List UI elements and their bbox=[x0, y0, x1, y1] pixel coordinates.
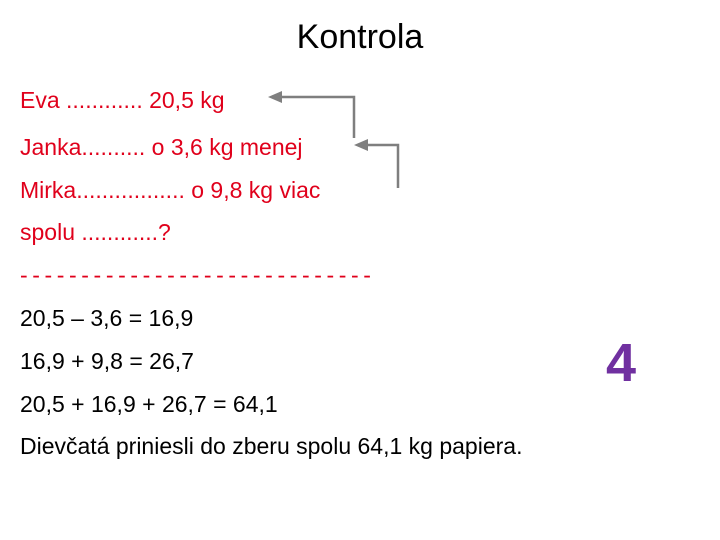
problem-line-mirka: Mirka................. o 9,8 kg viac bbox=[20, 177, 321, 203]
problem-line-spolu: spolu ............? bbox=[20, 219, 171, 245]
slide-number: 4 bbox=[606, 333, 637, 393]
separator-line: ----------------------------- bbox=[20, 262, 376, 288]
solution-line-3: 20,5 + 16,9 + 26,7 = 64,1 bbox=[20, 391, 278, 417]
arrow-mirka-to-janka bbox=[354, 139, 400, 188]
solution-line-1: 20,5 – 3,6 = 16,9 bbox=[20, 305, 194, 331]
problem-line-eva: Eva ............ 20,5 kg bbox=[20, 87, 225, 113]
problem-line-janka: Janka.......... o 3,6 kg menej bbox=[20, 134, 303, 160]
page-title: Kontrola bbox=[0, 18, 720, 57]
arrow-janka-to-eva bbox=[268, 91, 356, 138]
solution-line-2: 16,9 + 9,8 = 26,7 bbox=[20, 348, 194, 374]
solution-answer: Dievčatá priniesli do zberu spolu 64,1 k… bbox=[20, 433, 523, 459]
title-text: Kontrola bbox=[296, 18, 424, 56]
